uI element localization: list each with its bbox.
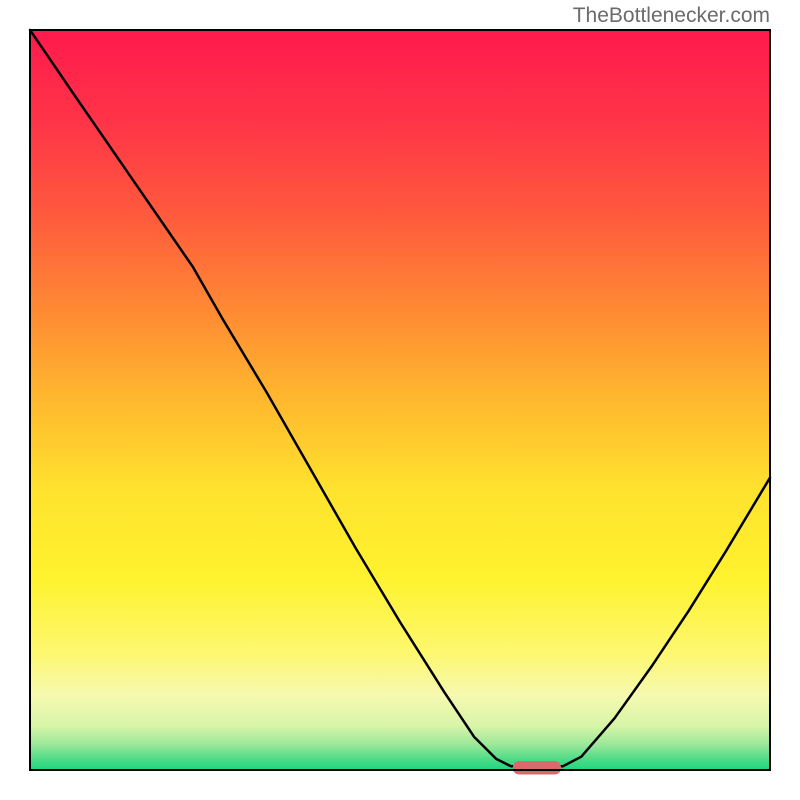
bottleneck-chart: TheBottlenecker.com [0, 0, 800, 800]
chart-svg: TheBottlenecker.com [0, 0, 800, 800]
minimum-marker [513, 761, 561, 774]
plot-gradient-background [30, 30, 770, 770]
watermark-text: TheBottlenecker.com [573, 4, 770, 27]
